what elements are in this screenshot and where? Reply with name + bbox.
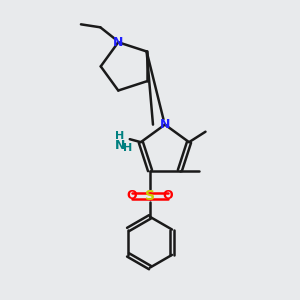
Text: N: N (160, 118, 170, 131)
Text: H: H (123, 142, 132, 152)
Text: O: O (127, 189, 137, 203)
Text: S: S (145, 189, 155, 203)
Text: N: N (113, 36, 124, 49)
Text: N: N (115, 139, 125, 152)
Text: O: O (163, 189, 173, 203)
Text: H: H (115, 130, 124, 141)
